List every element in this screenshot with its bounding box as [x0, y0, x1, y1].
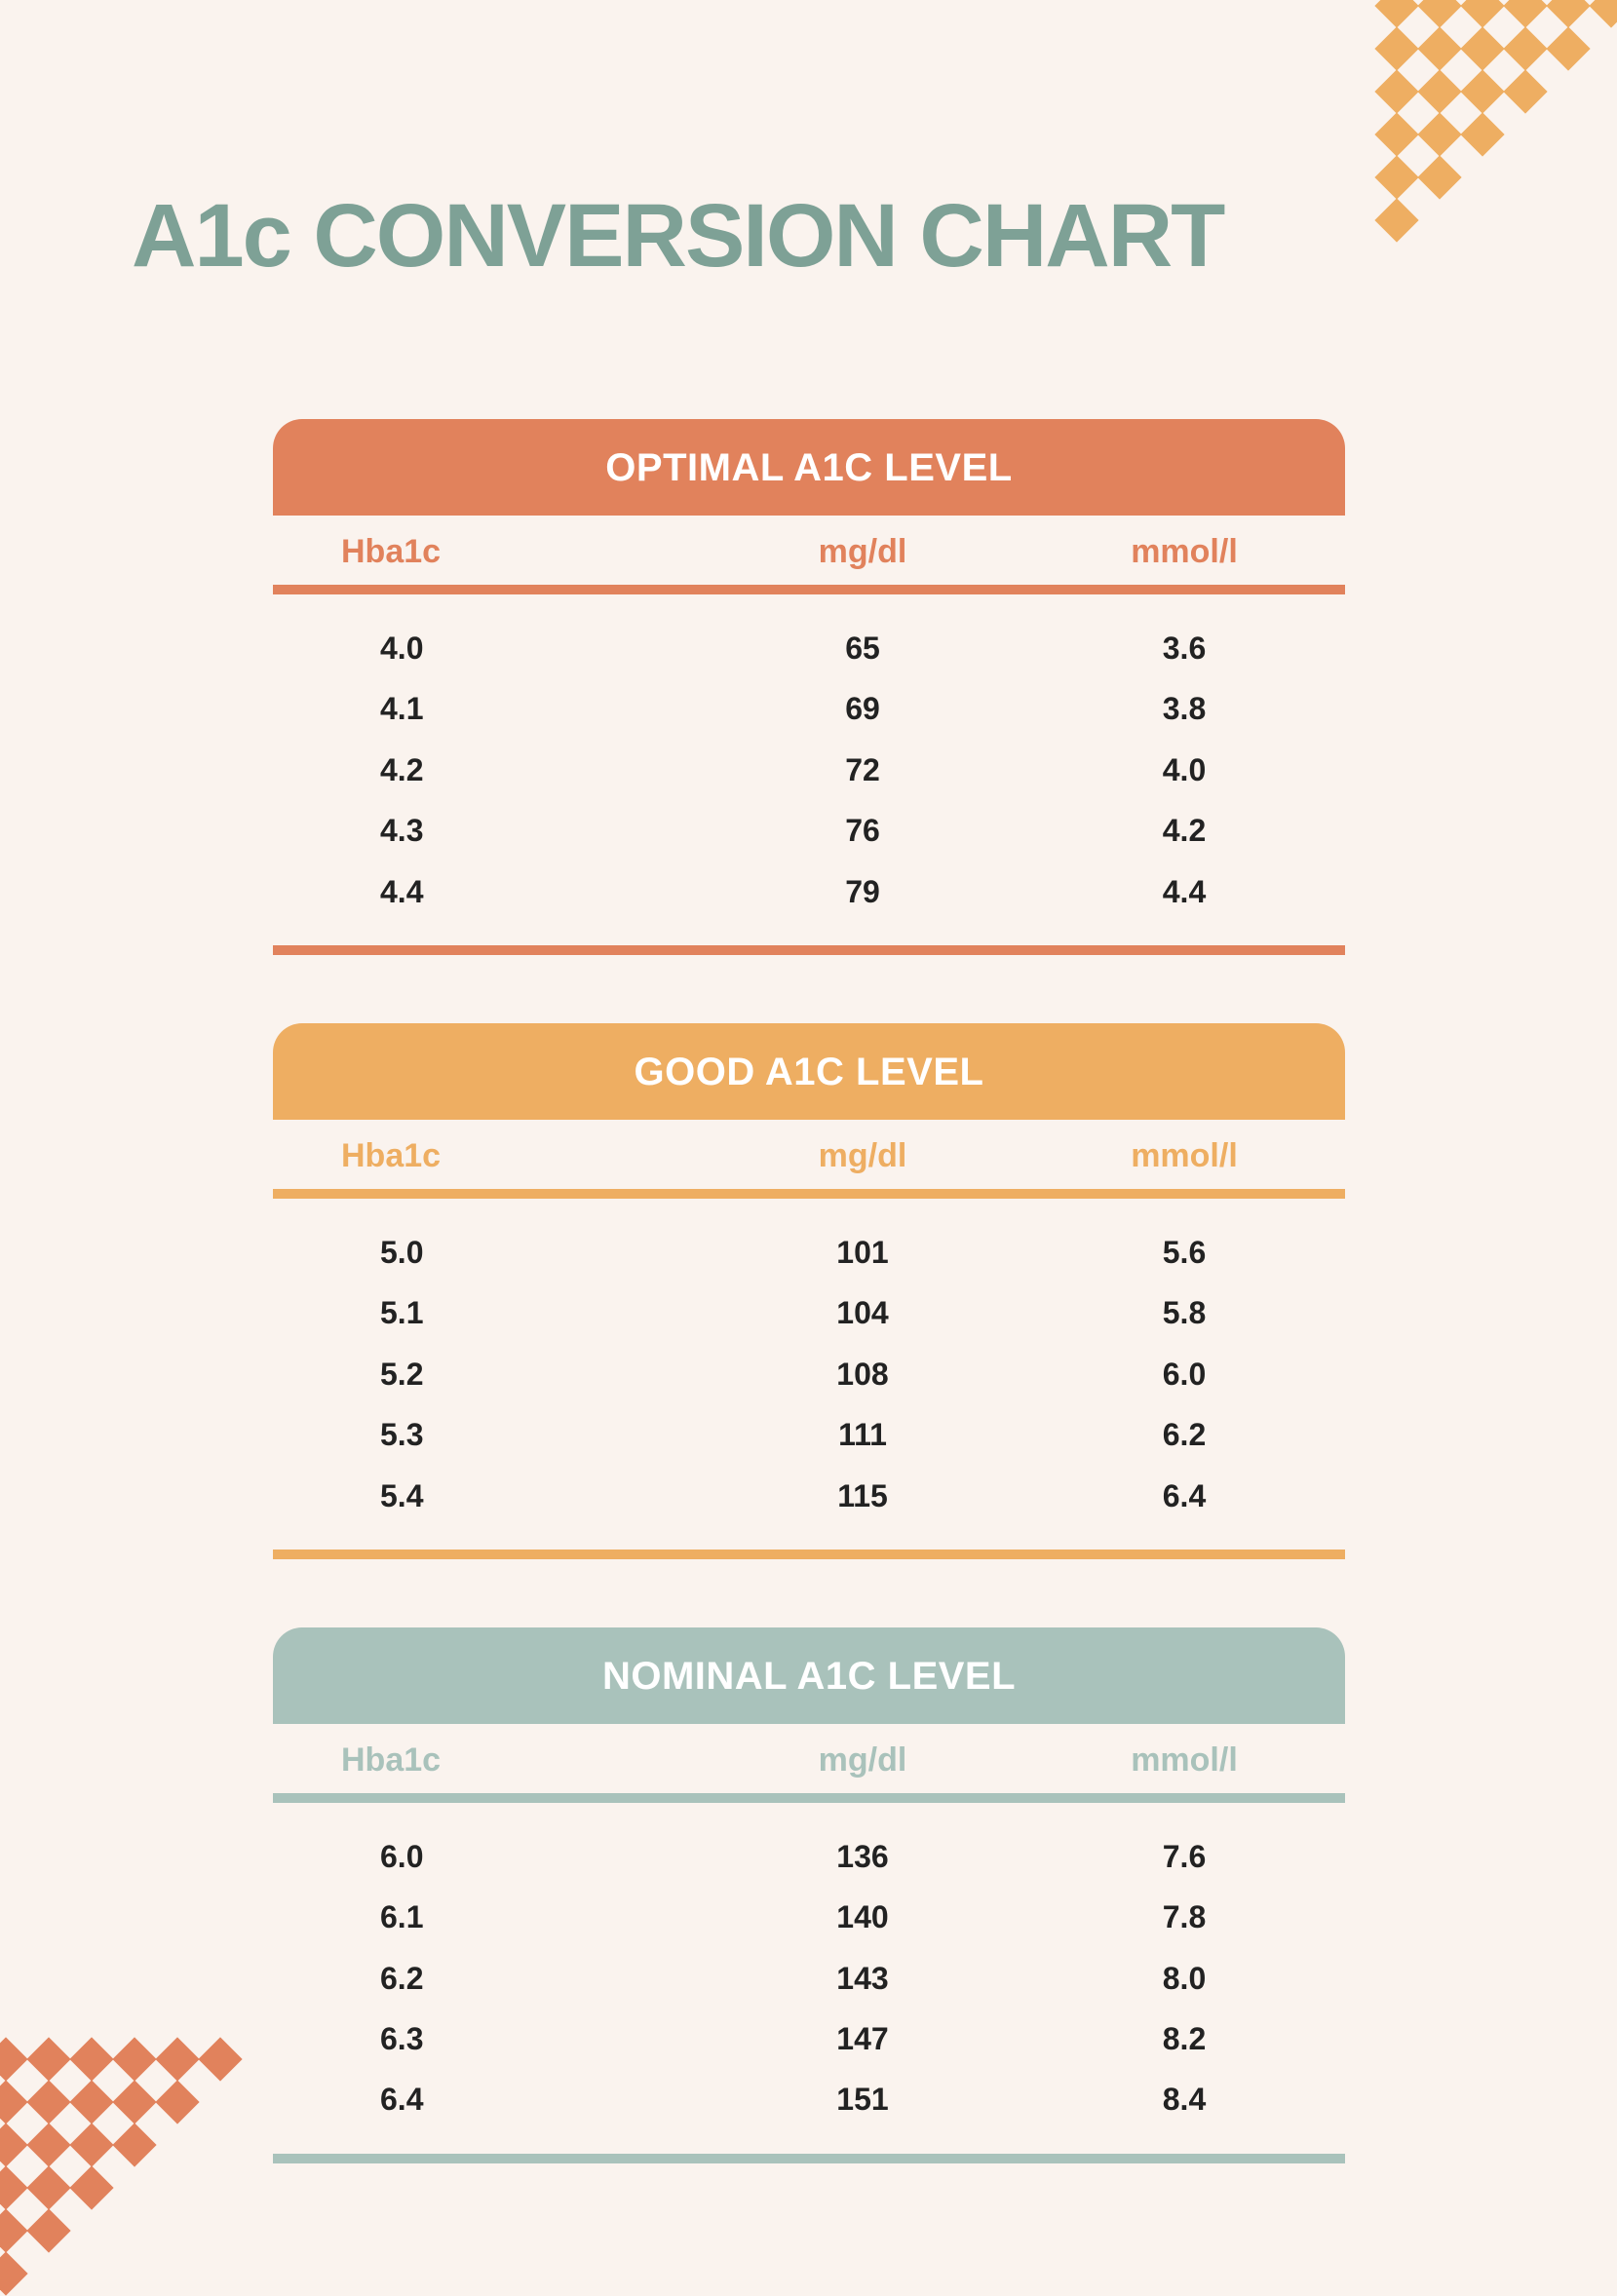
table-rows: 5.01015.6 5.11045.8 5.21086.0 5.31116.2 …	[273, 1199, 1345, 1550]
table-row: 6.41518.4	[273, 2069, 1345, 2129]
cell-mmoll: 4.0	[1023, 740, 1345, 800]
diamond-decoration-icon	[1344, 0, 1617, 273]
cell-hba1c: 6.3	[273, 2009, 702, 2069]
table-row: 4.0653.6	[273, 618, 1345, 678]
diamond-decoration-icon	[0, 1968, 312, 2279]
bottom-rule	[273, 2154, 1345, 2163]
cell-hba1c: 4.0	[273, 618, 702, 678]
col-header-mmoll: mmol/l	[1023, 1741, 1345, 1779]
cell-hba1c: 6.2	[273, 1948, 702, 2009]
cell-hba1c: 5.1	[273, 1282, 702, 1343]
cell-mmoll: 7.8	[1023, 1887, 1345, 1947]
section-good: GOOD A1C LEVEL Hba1c mg/dl mmol/l 5.0101…	[273, 1023, 1345, 1559]
cell-mmoll: 8.4	[1023, 2069, 1345, 2129]
table-row: 4.4794.4	[273, 861, 1345, 922]
column-headers: Hba1c mg/dl mmol/l	[273, 1724, 1345, 1793]
page-title: A1c CONVERSION CHART	[132, 185, 1223, 287]
table-row: 4.1693.8	[273, 678, 1345, 739]
cell-mmoll: 5.8	[1023, 1282, 1345, 1343]
cell-hba1c: 4.4	[273, 861, 702, 922]
table-row: 6.01367.6	[273, 1826, 1345, 1887]
table-row: 5.01015.6	[273, 1222, 1345, 1282]
col-header-hba1c: Hba1c	[273, 1137, 702, 1175]
cell-mgdl: 72	[702, 740, 1023, 800]
section-header-good: GOOD A1C LEVEL	[273, 1023, 1345, 1120]
table-row: 6.31478.2	[273, 2009, 1345, 2069]
cell-hba1c: 5.3	[273, 1404, 702, 1465]
cell-mmoll: 6.4	[1023, 1466, 1345, 1526]
cell-mgdl: 136	[702, 1826, 1023, 1887]
table-row: 4.3764.2	[273, 800, 1345, 861]
col-header-mmoll: mmol/l	[1023, 1137, 1345, 1175]
cell-hba1c: 4.1	[273, 678, 702, 739]
cell-mgdl: 101	[702, 1222, 1023, 1282]
cell-mgdl: 140	[702, 1887, 1023, 1947]
table-row: 6.11407.8	[273, 1887, 1345, 1947]
cell-hba1c: 6.1	[273, 1887, 702, 1947]
cell-mmoll: 8.0	[1023, 1948, 1345, 2009]
cell-mmoll: 7.6	[1023, 1826, 1345, 1887]
cell-mmoll: 3.6	[1023, 618, 1345, 678]
cell-mmoll: 3.8	[1023, 678, 1345, 739]
column-headers: Hba1c mg/dl mmol/l	[273, 516, 1345, 585]
cell-mmoll: 4.4	[1023, 861, 1345, 922]
table-row: 5.31116.2	[273, 1404, 1345, 1465]
cell-hba1c: 6.4	[273, 2069, 702, 2129]
top-rule	[273, 1793, 1345, 1803]
tables-container: OPTIMAL A1C LEVEL Hba1c mg/dl mmol/l 4.0…	[273, 419, 1345, 2232]
cell-mmoll: 8.2	[1023, 2009, 1345, 2069]
table-row: 5.21086.0	[273, 1344, 1345, 1404]
col-header-mgdl: mg/dl	[702, 1741, 1023, 1779]
section-optimal: OPTIMAL A1C LEVEL Hba1c mg/dl mmol/l 4.0…	[273, 419, 1345, 955]
bottom-rule	[273, 945, 1345, 955]
cell-mgdl: 69	[702, 678, 1023, 739]
cell-mgdl: 108	[702, 1344, 1023, 1404]
cell-mmoll: 5.6	[1023, 1222, 1345, 1282]
section-header-optimal: OPTIMAL A1C LEVEL	[273, 419, 1345, 516]
cell-mmoll: 6.2	[1023, 1404, 1345, 1465]
cell-hba1c: 6.0	[273, 1826, 702, 1887]
table-row: 5.41156.4	[273, 1466, 1345, 1526]
col-header-mgdl: mg/dl	[702, 1137, 1023, 1175]
cell-mmoll: 6.0	[1023, 1344, 1345, 1404]
cell-mmoll: 4.2	[1023, 800, 1345, 861]
top-rule	[273, 1189, 1345, 1199]
col-header-mmoll: mmol/l	[1023, 533, 1345, 571]
cell-hba1c: 5.0	[273, 1222, 702, 1282]
table-rows: 6.01367.6 6.11407.8 6.21438.0 6.31478.2 …	[273, 1803, 1345, 2154]
col-header-mgdl: mg/dl	[702, 533, 1023, 571]
table-row: 6.21438.0	[273, 1948, 1345, 2009]
cell-mgdl: 115	[702, 1466, 1023, 1526]
cell-hba1c: 5.4	[273, 1466, 702, 1526]
table-row: 5.11045.8	[273, 1282, 1345, 1343]
column-headers: Hba1c mg/dl mmol/l	[273, 1120, 1345, 1189]
cell-mgdl: 76	[702, 800, 1023, 861]
cell-hba1c: 5.2	[273, 1344, 702, 1404]
cell-mgdl: 143	[702, 1948, 1023, 2009]
col-header-hba1c: Hba1c	[273, 533, 702, 571]
cell-mgdl: 147	[702, 2009, 1023, 2069]
cell-hba1c: 4.2	[273, 740, 702, 800]
cell-mgdl: 111	[702, 1404, 1023, 1465]
table-row: 4.2724.0	[273, 740, 1345, 800]
cell-mgdl: 104	[702, 1282, 1023, 1343]
cell-mgdl: 79	[702, 861, 1023, 922]
top-rule	[273, 585, 1345, 594]
cell-hba1c: 4.3	[273, 800, 702, 861]
table-rows: 4.0653.6 4.1693.8 4.2724.0 4.3764.2 4.47…	[273, 594, 1345, 945]
col-header-hba1c: Hba1c	[273, 1741, 702, 1779]
cell-mgdl: 65	[702, 618, 1023, 678]
bottom-rule	[273, 1550, 1345, 1559]
cell-mgdl: 151	[702, 2069, 1023, 2129]
section-nominal: NOMINAL A1C LEVEL Hba1c mg/dl mmol/l 6.0…	[273, 1627, 1345, 2163]
section-header-nominal: NOMINAL A1C LEVEL	[273, 1627, 1345, 1724]
